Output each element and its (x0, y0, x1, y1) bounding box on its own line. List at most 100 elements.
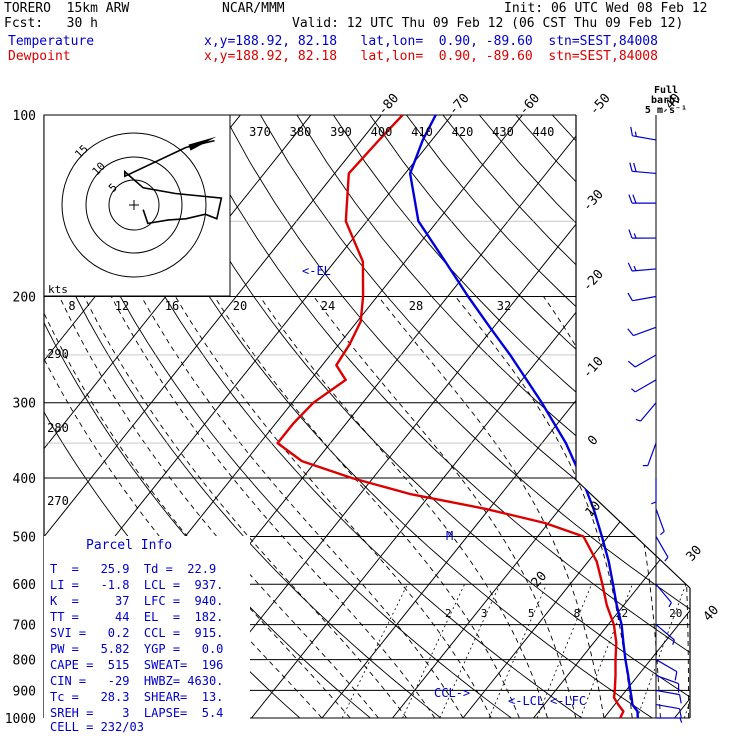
temperature-tick-label: -10 (580, 354, 607, 381)
theta-left-label: 270 (47, 494, 69, 508)
pressure-label: 700 (13, 619, 36, 634)
wind-barb-flag (679, 694, 682, 704)
moist-adiabat-line (313, 296, 577, 718)
moist-adiabat-line (83, 296, 407, 718)
temperature-tick-label: -80 (375, 91, 402, 118)
wind-barb-flag (627, 328, 634, 336)
temperature-legend: Temperature (8, 34, 95, 49)
wind-barb-flag (660, 530, 665, 536)
isotherm-line (321, 115, 690, 718)
theta-e-label: 28 (409, 299, 423, 313)
mixing-ratio-label: 5 (528, 607, 535, 620)
temperature-location: x,y=188.92, 82.18 lat,lon= 0.90, -89.60 … (204, 34, 658, 49)
mixing-ratio-line (636, 584, 687, 718)
wind-barb-flag (627, 360, 636, 368)
pressure-label: 300 (13, 397, 36, 412)
isotherm-line (462, 115, 690, 718)
init-time: Init: 06 UTC Wed 08 Feb 12 (504, 1, 708, 16)
theta-label: 380 (290, 125, 312, 139)
dry-adiabat-line (260, 115, 690, 718)
mixing-ratio-line (488, 584, 547, 718)
dewpoint-profile (276, 115, 625, 718)
dry-adiabat-line (588, 115, 690, 718)
forecast-hour: Fcst: 30 h (4, 16, 98, 31)
wind-barb-shaft (647, 442, 657, 466)
wind-barb-flag (679, 708, 682, 718)
moist-adiabat-line (175, 296, 492, 718)
parcel-row: CIN = -29 HWBZ= 4630. (50, 674, 224, 688)
barb-legend-line2: 5 m s⁻¹ (644, 105, 688, 116)
temperature-tick-label: -20 (580, 267, 607, 294)
m-marker: M (446, 529, 453, 543)
mixing-ratio-line (341, 584, 408, 718)
pressure-label: 1000 (5, 712, 36, 727)
wind-barb-flag (631, 388, 636, 393)
wind-barb-flag (635, 418, 641, 422)
moist-adiabat-line (259, 296, 549, 718)
mixing-ratio-label: 2 (445, 607, 452, 620)
theta-label: 430 (492, 125, 514, 139)
hodograph-kts-label: kts (48, 283, 68, 296)
parcel-row: K = 37 LFC = 940. (50, 594, 224, 608)
lfc-marker: <-LFC (550, 694, 586, 708)
parcel-row: SREH = 3 LAPSE= 5.4 (50, 706, 224, 720)
theta-label: 390 (330, 125, 352, 139)
wind-barb-flag (634, 131, 637, 137)
dewpoint-location: x,y=188.92, 82.18 lat,lon= 0.90, -89.60 … (204, 49, 658, 64)
wind-barb-flag (651, 501, 657, 505)
wind-barb-flag (628, 229, 633, 239)
dry-adiabat-line (624, 115, 690, 718)
wind-barb-shaft (655, 536, 669, 558)
wind-barb-shaft (655, 583, 672, 603)
wind-barb-shaft (655, 508, 665, 532)
pressure-label: 800 (13, 654, 36, 669)
dewpoint-legend: Dewpoint (8, 49, 71, 64)
parcel-row: SVI = 0.2 CCL = 915. (50, 626, 224, 640)
pressure-label: 500 (13, 530, 36, 545)
ccl-marker: CCL-> (434, 686, 470, 700)
wind-barb-flag (633, 162, 637, 172)
wind-barb-flag (679, 717, 683, 723)
wind-barb-flag (627, 262, 633, 272)
wind-barb-shaft (655, 659, 678, 673)
parcel-row: Tc = 28.3 SHEAR= 13. (50, 690, 224, 704)
parcel-row: PW = 5.82 YGP = 0.0 (50, 642, 224, 656)
diag-frame-line (575, 479, 691, 589)
moist-adiabat-line (710, 297, 724, 719)
wind-barb-shaft (632, 295, 657, 302)
dry-adiabat-line (661, 115, 690, 718)
wind-barb-shaft (655, 624, 675, 641)
moist-adiabat-line (58, 296, 379, 718)
parcel-row: TT = 44 EL = 182. (50, 610, 224, 624)
wind-barb-shaft (640, 402, 657, 422)
mixing-ratio-line (684, 584, 690, 718)
wind-barb-flag (628, 194, 633, 204)
barb-legend-line1: Full barb: (650, 85, 682, 106)
mixing-ratio-label: 20 (669, 607, 682, 620)
el-marker: <-EL (302, 264, 331, 278)
wind-barb-flag (674, 671, 678, 681)
theta-e-label: 20 (233, 299, 247, 313)
temperature-tick-label: 10 (583, 499, 605, 521)
theta-left-label: 280 (47, 421, 69, 435)
parcel-info-title: Parcel Info (86, 538, 173, 553)
dry-adiabat-line (698, 115, 740, 718)
isotherm-line (674, 115, 690, 718)
isotherm-line (44, 115, 382, 718)
theta-label: 440 (533, 125, 555, 139)
wind-barb-flag (668, 602, 672, 608)
hodograph-ring (85, 156, 183, 254)
model-title: TORERO 15km ARW (4, 1, 130, 16)
temperature-tick-label: -50 (587, 91, 614, 118)
wind-barb-flag (633, 265, 637, 271)
pressure-label: 200 (13, 291, 36, 306)
hodograph-trace (124, 139, 223, 225)
wind-barb-flag (632, 194, 637, 204)
theta-label: 410 (411, 125, 433, 139)
hodograph-ring (61, 132, 207, 278)
wind-barb-shaft (634, 354, 657, 368)
dry-adiabat-line (369, 115, 690, 718)
pressure-label: 900 (13, 684, 36, 699)
wind-barb-flag (672, 639, 675, 645)
